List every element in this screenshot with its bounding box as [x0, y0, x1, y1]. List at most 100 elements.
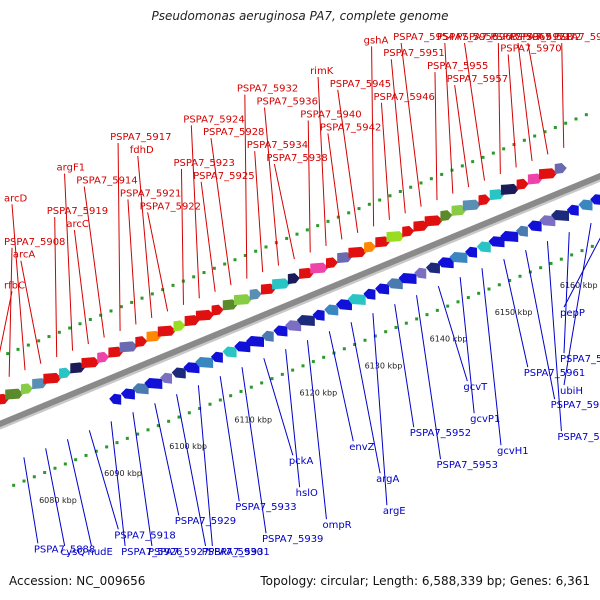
reverse-gene-label: PSPA7_5918 — [114, 530, 175, 541]
reverse-gene-arrow — [171, 367, 186, 379]
reverse-gene-arrow — [109, 393, 122, 405]
tick-mark-upper — [78, 322, 82, 326]
reverse-gene-label: pepP — [560, 308, 585, 319]
tick-mark-upper — [502, 147, 506, 151]
forward-gene-label: PSPA7_5914 — [76, 176, 137, 187]
reverse-gene-label: PSPA7_5888 — [34, 544, 95, 555]
forward-gene-arrow — [0, 393, 10, 405]
reverse-gene-arrow — [285, 320, 302, 332]
backbone — [0, 172, 600, 428]
forward-gene-arrow — [43, 372, 62, 384]
tick-mark-upper — [57, 330, 61, 334]
tick-mark-upper — [574, 117, 578, 121]
tick-mark-upper — [336, 215, 340, 219]
forward-gene-leader — [11, 204, 26, 371]
forward-gene-arrow — [500, 183, 519, 195]
tick-mark-upper — [429, 177, 433, 181]
tick-mark-lower — [590, 244, 594, 248]
reverse-gene-label: pckA — [289, 456, 314, 467]
forward-gene-label: PSPA7_5954 — [393, 32, 454, 43]
tick-mark-upper — [419, 181, 423, 185]
reverse-gene-leader — [132, 412, 153, 547]
reverse-gene-label: PSPA7_5965 — [560, 354, 600, 365]
reverse-gene-leader — [328, 331, 354, 442]
tick-mark-lower — [187, 411, 191, 415]
tick-mark-upper — [409, 185, 413, 189]
reverse-gene-arrow — [437, 257, 454, 269]
forward-gene-leader — [20, 260, 42, 364]
tick-mark-upper — [109, 309, 113, 313]
reverse-gene-label: PSPA7_5962 — [551, 400, 600, 411]
tick-mark-lower — [94, 449, 98, 453]
forward-gene-label: PSPA7_5963 — [457, 32, 518, 43]
reverse-gene-arrow — [551, 210, 570, 222]
forward-gene-arrow — [81, 357, 100, 369]
tick-mark-lower — [311, 360, 315, 364]
forward-gene-leader — [273, 163, 295, 260]
reverse-gene-leader — [219, 376, 240, 502]
reverse-gene-arrow — [160, 372, 173, 384]
reverse-gene-arrow — [488, 236, 505, 248]
reverse-gene-leader — [563, 237, 600, 308]
forward-gene-leader — [180, 168, 184, 305]
tick-mark-lower — [167, 419, 171, 423]
forward-gene-leader — [307, 120, 311, 253]
tick-mark-lower — [446, 304, 450, 308]
reverse-gene-arrow — [120, 388, 135, 400]
tick-mark-lower — [559, 257, 563, 261]
forward-gene-label: gshA — [364, 35, 389, 46]
tick-mark-lower — [115, 441, 119, 445]
tick-mark-upper — [6, 352, 10, 356]
forward-gene-leader — [380, 102, 390, 220]
tick-mark-lower — [198, 407, 202, 411]
forward-gene-arrow — [195, 309, 214, 321]
tick-mark-lower — [435, 308, 439, 312]
forward-gene-label: PSPA7_5925 — [193, 171, 254, 182]
forward-gene-label: PSPA7_5923 — [173, 158, 234, 169]
reverse-gene-arrow — [566, 204, 579, 216]
forward-gene-leader — [244, 94, 248, 279]
tick-mark-upper — [161, 288, 165, 292]
forward-gene-leader — [210, 138, 232, 286]
tick-mark-upper — [223, 262, 227, 266]
kbp-label: 6140 kbp — [430, 335, 468, 344]
tick-mark-upper — [243, 253, 247, 257]
forward-gene-label: PSPA7_5945 — [330, 79, 391, 90]
tick-mark-lower — [12, 483, 16, 487]
reverse-gene-arrow — [335, 299, 352, 311]
reverse-gene-arrow — [363, 288, 376, 300]
tick-mark-upper — [192, 275, 196, 279]
tick-mark-upper — [326, 219, 330, 223]
tick-mark-lower — [229, 394, 233, 398]
tick-mark-lower — [74, 458, 78, 462]
tick-mark-upper — [285, 236, 289, 240]
tick-mark-upper — [471, 160, 475, 164]
reverse-gene-label: PSPA7_5939 — [262, 534, 323, 545]
reverse-gene-label: PSPA7_5933 — [235, 502, 296, 513]
reverse-gene-arrow — [578, 199, 593, 211]
forward-gene-arrow — [135, 336, 148, 348]
tick-mark-lower — [342, 347, 346, 351]
reverse-gene-label: PSPA7_5952 — [410, 428, 471, 439]
tick-mark-upper — [460, 164, 464, 168]
forward-gene-leader — [327, 133, 343, 240]
forward-gene-arrow — [287, 273, 300, 285]
forward-gene-leader — [200, 181, 216, 292]
reverse-gene-leader — [563, 223, 592, 386]
tick-mark-lower — [177, 415, 181, 419]
reverse-gene-arrow — [476, 241, 491, 253]
forward-gene-arrow — [348, 246, 367, 258]
forward-gene-label: PSPA7_5934 — [247, 140, 308, 151]
forward-gene-label: PSPA7_5970 — [500, 43, 561, 54]
reverse-gene-arrow — [515, 225, 528, 237]
forward-gene-label: PSPA7_5917 — [110, 132, 171, 143]
reverse-gene-leader — [306, 340, 327, 520]
forward-gene-leader — [54, 217, 58, 358]
forward-gene-leader — [497, 42, 501, 175]
forward-gene-label: PSPA7_5951 — [383, 48, 444, 59]
reverse-gene-label: PSPA7_5931 — [208, 547, 269, 558]
tick-mark-lower — [84, 453, 88, 457]
tick-mark-lower — [466, 296, 470, 300]
